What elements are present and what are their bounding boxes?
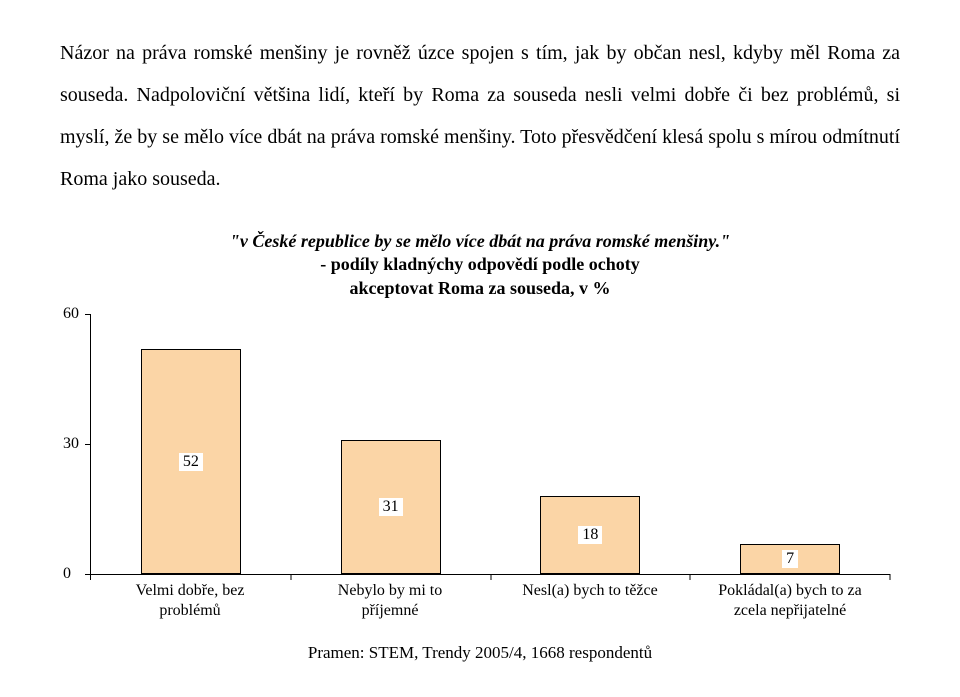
y-tick (85, 314, 91, 315)
x-tick (890, 574, 891, 580)
bar: 52 (141, 349, 241, 574)
bar-value-label: 31 (379, 498, 403, 516)
x-axis-label: Velmi dobře, bezproblémů (90, 575, 290, 621)
y-tick-label: 60 (63, 305, 79, 323)
y-tick-label: 0 (63, 565, 71, 583)
y-tick (85, 574, 91, 575)
y-tick-label: 30 (63, 435, 79, 453)
x-axis-label: Pokládal(a) bych to zazcela nepřijatelné (690, 575, 890, 621)
bar-value-label: 52 (179, 453, 203, 471)
chart-title: "v České republice by se mělo více dbát … (60, 230, 900, 253)
chart-plot: 5231187 03060 (90, 314, 890, 575)
page-root: Názor na práva romské menšiny je rovněž … (0, 0, 960, 697)
x-axis-label: Nebylo by mi topříjemné (290, 575, 490, 621)
paragraph-text: Názor na práva romské menšiny je rovněž … (60, 32, 900, 200)
chart-bars: 52 31 18 7 (91, 314, 890, 574)
chart-subtitle-line1: - podíly kladnýchy odpovědí podle ochoty (60, 253, 900, 276)
chart-x-labels: Velmi dobře, bezproblémůNebylo by mi top… (90, 575, 890, 621)
bar-value-label: 18 (578, 526, 602, 544)
y-tick (85, 444, 91, 445)
bar: 7 (740, 544, 840, 574)
chart-subtitle-line2: akceptovat Roma za souseda, v % (60, 277, 900, 300)
bar-value-label: 7 (782, 550, 798, 568)
bar: 31 (341, 440, 441, 574)
bar-slot: 7 (690, 314, 890, 574)
chart-container: "v České republice by se mělo více dbát … (60, 230, 900, 621)
x-axis-label: Nesl(a) bych to těžce (490, 575, 690, 621)
bar-slot: 31 (291, 314, 491, 574)
x-tick (490, 574, 491, 580)
x-tick (290, 574, 291, 580)
bar-slot: 18 (491, 314, 691, 574)
source-text: Pramen: STEM, Trendy 2005/4, 1668 respon… (60, 643, 900, 663)
bar-slot: 52 (91, 314, 291, 574)
x-tick (690, 574, 691, 580)
bar: 18 (540, 496, 640, 574)
